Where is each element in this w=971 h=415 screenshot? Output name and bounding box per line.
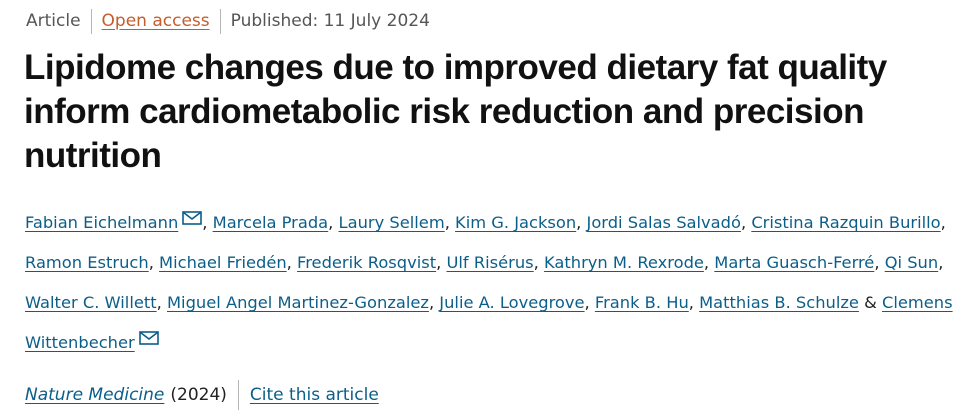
author-link[interactable]: Laury Sellem xyxy=(338,213,445,232)
author-item: Cristina Razquin Burillo, xyxy=(751,213,946,232)
author-link[interactable]: Kim G. Jackson xyxy=(455,213,577,232)
email-envelope-icon[interactable] xyxy=(138,331,159,345)
author-item: Ramon Estruch, xyxy=(25,253,159,272)
author-item: Marcela Prada, xyxy=(213,213,339,232)
author-separator: , xyxy=(938,253,944,272)
author-item: Frank B. Hu, xyxy=(595,293,699,312)
author-item: Matthias B. Schulze & xyxy=(699,293,882,312)
open-access-link[interactable]: Open access xyxy=(101,11,210,31)
author-item: Kathryn M. Rexrode, xyxy=(544,253,714,272)
published-date: Published: 11 July 2024 xyxy=(230,11,430,31)
author-separator: , xyxy=(156,293,167,312)
journal-info: Nature Medicine (2024) Cite this article xyxy=(25,380,379,410)
article-type: Article xyxy=(26,11,81,31)
author-link[interactable]: Frank B. Hu xyxy=(594,293,689,312)
author-link[interactable]: Clemens Wittenbecher xyxy=(25,293,953,352)
author-link[interactable]: Marcela Prada xyxy=(212,213,329,232)
article-meta: Article Open access Published: 11 July 2… xyxy=(26,8,430,34)
author-link[interactable]: Qi Sun xyxy=(884,253,939,272)
author-item: Julie A. Lovegrove, xyxy=(439,293,595,312)
author-link[interactable]: Ulf Risérus xyxy=(446,253,534,272)
author-separator: , xyxy=(202,213,213,232)
author-link[interactable]: Kathryn M. Rexrode xyxy=(544,253,704,272)
author-separator: , xyxy=(874,253,885,272)
author-link[interactable]: Frederik Rosqvist xyxy=(297,253,437,272)
article-title: Lipidome changes due to improved dietary… xyxy=(24,48,887,175)
author-link[interactable]: Michael Friedén xyxy=(159,253,287,272)
journal-divider xyxy=(237,380,239,410)
author-separator: , xyxy=(576,213,587,232)
author-link[interactable]: Cristina Razquin Burillo xyxy=(751,213,941,232)
author-separator: & xyxy=(858,293,882,312)
author-link[interactable]: Julie A. Lovegrove xyxy=(439,293,585,312)
author-separator: , xyxy=(444,213,456,232)
author-separator: , xyxy=(688,293,700,312)
journal-year: (2024) xyxy=(170,385,227,405)
author-item: Clemens Wittenbecher xyxy=(25,293,953,352)
author-link[interactable]: Ramon Estruch xyxy=(25,253,149,272)
author-separator: , xyxy=(740,213,752,232)
email-envelope-icon[interactable] xyxy=(182,211,203,225)
author-separator: , xyxy=(286,253,298,272)
author-item: Kim G. Jackson, xyxy=(455,213,586,232)
author-item: Qi Sun, xyxy=(885,253,944,272)
meta-divider xyxy=(219,8,221,34)
journal-name-link[interactable]: Nature Medicine xyxy=(25,385,165,405)
author-separator: , xyxy=(703,253,715,272)
author-separator: , xyxy=(584,293,595,312)
author-separator: , xyxy=(436,253,447,272)
author-item: Jordi Salas Salvadó, xyxy=(587,213,752,232)
author-separator: , xyxy=(940,213,946,232)
author-link[interactable]: Walter C. Willett xyxy=(25,293,157,312)
author-link[interactable]: Matthias B. Schulze xyxy=(699,293,859,312)
cite-this-article-link[interactable]: Cite this article xyxy=(249,385,379,405)
author-item: Miguel Angel Martinez-Gonzalez, xyxy=(167,293,439,312)
author-link[interactable]: Jordi Salas Salvadó xyxy=(586,213,741,232)
author-link[interactable]: Marta Guasch-Ferré xyxy=(714,253,875,272)
author-item: Walter C. Willett, xyxy=(25,293,167,312)
meta-divider xyxy=(90,8,92,34)
author-item: Marta Guasch-Ferré, xyxy=(714,253,884,272)
author-item: Ulf Risérus, xyxy=(446,253,544,272)
author-item: Fabian Eichelmann, xyxy=(25,211,213,232)
author-separator: , xyxy=(148,253,160,272)
author-link[interactable]: Fabian Eichelmann xyxy=(25,213,179,232)
author-list: Fabian Eichelmann, Marcela Prada, Laury … xyxy=(25,203,960,363)
author-link[interactable]: Miguel Angel Martinez-Gonzalez xyxy=(167,293,429,312)
author-separator: , xyxy=(533,253,545,272)
author-item: Michael Friedén, xyxy=(159,253,297,272)
author-item: Frederik Rosqvist, xyxy=(297,253,446,272)
author-separator: , xyxy=(328,213,339,232)
author-item: Laury Sellem, xyxy=(339,213,456,232)
author-separator: , xyxy=(428,293,440,312)
